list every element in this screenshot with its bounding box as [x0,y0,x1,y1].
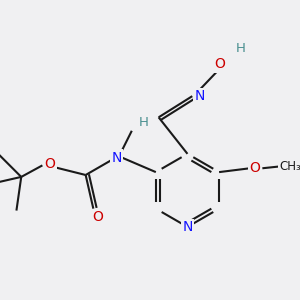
Text: O: O [93,210,104,224]
Text: O: O [249,161,260,175]
Text: H: H [236,42,245,55]
Text: O: O [45,158,56,171]
Text: N: N [182,220,193,234]
Text: N: N [111,151,122,165]
Text: N: N [195,89,205,103]
Text: CH₃: CH₃ [279,160,300,173]
Text: O: O [214,57,225,71]
Text: H: H [138,116,148,129]
